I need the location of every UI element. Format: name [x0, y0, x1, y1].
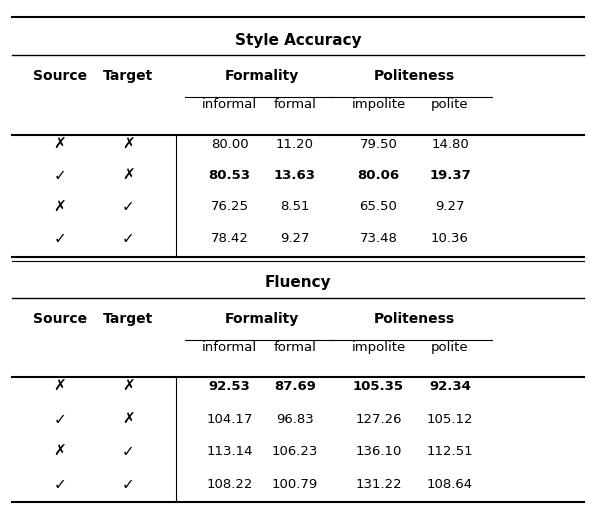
Text: ✗: ✗	[122, 168, 135, 183]
Text: 10.36: 10.36	[431, 232, 469, 245]
Text: ✓: ✓	[53, 412, 66, 427]
Text: 108.22: 108.22	[206, 478, 253, 490]
Text: 108.64: 108.64	[427, 478, 473, 490]
Text: ✓: ✓	[53, 477, 66, 492]
Text: ✗: ✗	[53, 200, 66, 214]
Text: Formality: Formality	[225, 312, 299, 325]
Text: 9.27: 9.27	[435, 201, 465, 213]
Text: 79.50: 79.50	[359, 138, 398, 150]
Text: Target: Target	[103, 312, 153, 325]
Text: ✗: ✗	[53, 137, 66, 151]
Text: 96.83: 96.83	[276, 413, 314, 425]
Text: ✗: ✗	[53, 444, 66, 459]
Text: 80.06: 80.06	[358, 169, 399, 182]
Text: 65.50: 65.50	[359, 201, 398, 213]
Text: ✓: ✓	[122, 231, 135, 246]
Text: 14.80: 14.80	[431, 138, 469, 150]
Text: 112.51: 112.51	[427, 445, 473, 458]
Text: 136.10: 136.10	[355, 445, 402, 458]
Text: 105.35: 105.35	[353, 380, 404, 393]
Text: ✓: ✓	[53, 231, 66, 246]
Text: informal: informal	[202, 341, 257, 354]
Text: 105.12: 105.12	[427, 413, 473, 425]
Text: 8.51: 8.51	[280, 201, 310, 213]
Text: 92.34: 92.34	[429, 380, 471, 393]
Text: 113.14: 113.14	[206, 445, 253, 458]
Text: polite: polite	[431, 341, 469, 354]
Text: 13.63: 13.63	[274, 169, 316, 182]
Text: 87.69: 87.69	[274, 380, 316, 393]
Text: ✗: ✗	[122, 412, 135, 427]
Text: Fluency: Fluency	[265, 276, 331, 290]
Text: Politeness: Politeness	[374, 312, 455, 325]
Text: Formality: Formality	[225, 69, 299, 83]
Text: ✗: ✗	[122, 379, 135, 394]
Text: polite: polite	[431, 99, 469, 111]
Text: 131.22: 131.22	[355, 478, 402, 490]
Text: ✓: ✓	[122, 444, 135, 459]
Text: 100.79: 100.79	[272, 478, 318, 490]
Text: ✓: ✓	[53, 168, 66, 183]
Text: 92.53: 92.53	[209, 380, 250, 393]
Text: informal: informal	[202, 99, 257, 111]
Text: Target: Target	[103, 69, 153, 83]
Text: impolite: impolite	[351, 99, 406, 111]
Text: 80.53: 80.53	[209, 169, 250, 182]
Text: 106.23: 106.23	[272, 445, 318, 458]
Text: Style Accuracy: Style Accuracy	[235, 33, 361, 48]
Text: Source: Source	[33, 312, 86, 325]
Text: Politeness: Politeness	[374, 69, 455, 83]
Text: 11.20: 11.20	[276, 138, 314, 150]
Text: ✗: ✗	[53, 379, 66, 394]
Text: 9.27: 9.27	[280, 232, 310, 245]
Text: ✓: ✓	[122, 200, 135, 214]
Text: impolite: impolite	[351, 341, 406, 354]
Text: 104.17: 104.17	[206, 413, 253, 425]
Text: ✗: ✗	[122, 137, 135, 151]
Text: 78.42: 78.42	[210, 232, 249, 245]
Text: 80.00: 80.00	[210, 138, 249, 150]
Text: 73.48: 73.48	[359, 232, 398, 245]
Text: 19.37: 19.37	[429, 169, 471, 182]
Text: 76.25: 76.25	[210, 201, 249, 213]
Text: formal: formal	[274, 341, 316, 354]
Text: ✓: ✓	[122, 477, 135, 492]
Text: formal: formal	[274, 99, 316, 111]
Text: Source: Source	[33, 69, 86, 83]
Text: 127.26: 127.26	[355, 413, 402, 425]
